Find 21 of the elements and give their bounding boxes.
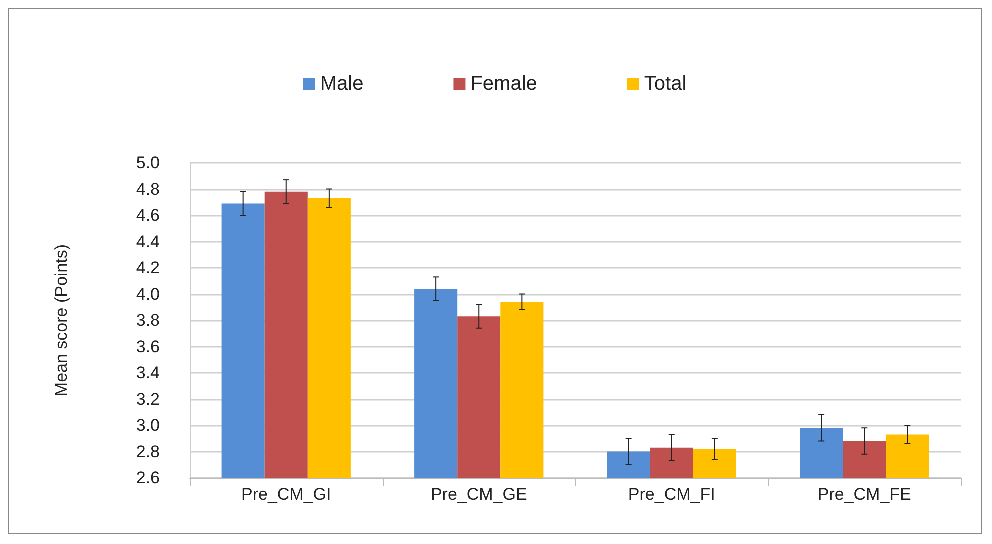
y-tick-label: 3.8 xyxy=(136,311,160,330)
y-tick-label: 3.6 xyxy=(136,337,160,356)
x-tick-label: Pre_CM_GE xyxy=(430,485,528,504)
y-tick-label: 4.2 xyxy=(136,258,160,278)
y-tick-label: 4.6 xyxy=(136,206,160,225)
y-tick-label: 5.0 xyxy=(136,154,160,172)
y-tick-label: 4.8 xyxy=(136,180,160,199)
legend-label: Total xyxy=(644,73,687,95)
y-tick-label: 4.0 xyxy=(136,284,160,304)
legend-label: Male xyxy=(320,73,364,95)
y-tick-label: 3.4 xyxy=(136,364,160,382)
x-tick-label: Pre_CM_FI xyxy=(628,485,716,504)
legend-label: Female xyxy=(470,73,538,95)
y-tick-label: 2.8 xyxy=(136,442,160,462)
y-tick-label: 4.4 xyxy=(136,232,160,252)
y-axis-title: Mean score (Points) xyxy=(52,244,71,397)
y-tick-label: 2.6 xyxy=(136,468,160,488)
x-tick-label: Pre_CM_FE xyxy=(818,485,912,504)
y-tick-label: 3.0 xyxy=(136,416,160,435)
x-tick-label: Pre_CM_GI xyxy=(242,485,332,504)
y-tick-label: 3.2 xyxy=(136,390,160,409)
